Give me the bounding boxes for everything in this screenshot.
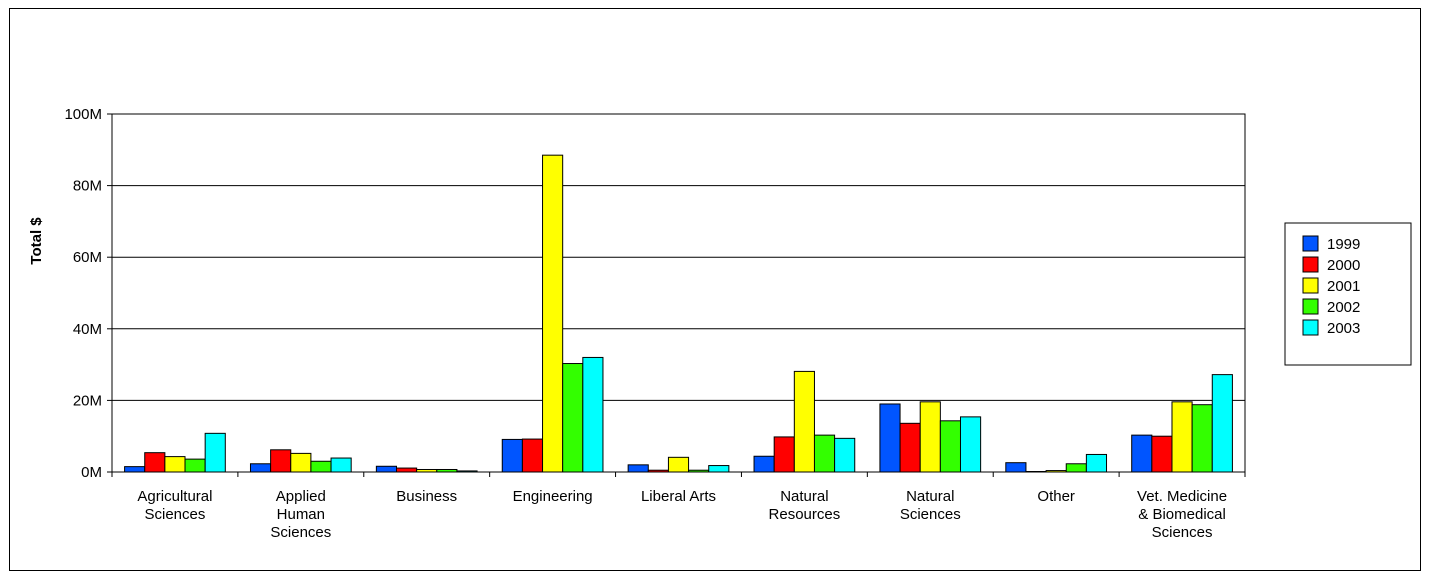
bar-2000 xyxy=(521,438,544,473)
bar-2003 xyxy=(959,416,982,473)
bar-2002 xyxy=(688,469,710,473)
y-tick-label: 20M xyxy=(73,392,102,409)
bar-2002 xyxy=(1191,404,1213,473)
bar-2003 xyxy=(834,437,856,473)
bar-2002 xyxy=(562,363,584,473)
bar-1999 xyxy=(375,465,398,473)
x-tick-label: Applied Human Sciences xyxy=(270,488,331,541)
bar-2003 xyxy=(1085,453,1108,473)
bar-2003 xyxy=(582,356,604,473)
y-tick-label: 60M xyxy=(73,249,102,266)
bar-2000 xyxy=(899,422,921,473)
bar-2000 xyxy=(270,449,292,473)
bar-2003 xyxy=(708,465,730,473)
bar-2001 xyxy=(164,456,186,473)
x-tick-label: Engineering xyxy=(513,488,593,505)
bar-2001 xyxy=(1171,401,1193,473)
bar-1999 xyxy=(124,466,146,473)
legend-swatch xyxy=(1302,319,1319,336)
plot-area xyxy=(111,113,1246,473)
bar-2001 xyxy=(793,370,815,473)
legend-label: 2000 xyxy=(1327,257,1360,274)
legend-label: 2003 xyxy=(1327,320,1360,337)
y-axis: 0M 20M 40M 60M 80M 100M xyxy=(64,106,112,481)
bar-2000 xyxy=(1151,435,1173,473)
bar-2000 xyxy=(773,436,795,473)
legend: 1999 2000 2001 2002 2003 xyxy=(1284,222,1412,366)
y-tick-label: 80M xyxy=(73,178,102,195)
legend-swatch xyxy=(1302,298,1319,315)
bar-2001 xyxy=(1045,470,1067,473)
chart-frame: 0M 20M 40M 60M 80M 100M Agricultural Sciences A… xyxy=(9,8,1421,571)
legend-label: 1999 xyxy=(1327,236,1360,253)
bar-2002 xyxy=(939,420,961,473)
x-tick-label: Natural Resources xyxy=(769,488,841,523)
x-tick-label: Other xyxy=(1037,488,1075,505)
bar-2002 xyxy=(184,458,206,473)
bar-2003 xyxy=(1211,374,1233,473)
bar-1999 xyxy=(501,438,523,473)
bar-2003 xyxy=(204,432,226,473)
legend-label: 2002 xyxy=(1327,299,1360,316)
bar-2002 xyxy=(436,468,458,473)
y-tick-label: 100M xyxy=(64,106,102,123)
bar-2001 xyxy=(667,456,690,473)
y-tick-label: 0M xyxy=(81,464,102,481)
bar-2001 xyxy=(416,468,438,473)
x-tick-label: Business xyxy=(396,488,457,505)
bar-2002 xyxy=(1065,463,1087,473)
y-axis-title: Total $ xyxy=(28,217,45,265)
plot-border xyxy=(111,113,1246,473)
legend-label: 2001 xyxy=(1327,278,1360,295)
legend-swatch xyxy=(1302,277,1319,294)
bar-1999 xyxy=(1005,462,1027,473)
bar-2001 xyxy=(290,452,312,473)
bar-2000 xyxy=(647,469,669,473)
x-tick-label: Liberal Arts xyxy=(641,488,716,505)
bar-1999 xyxy=(627,464,649,473)
bar-2000 xyxy=(396,467,418,473)
x-tick-label: Natural Sciences xyxy=(900,488,961,523)
bar-1999 xyxy=(249,463,272,473)
bar-2003 xyxy=(456,470,478,473)
bar-2002 xyxy=(310,460,332,473)
x-tick-label: Agricultural Sciences xyxy=(137,488,212,523)
x-tick-label: Vet. Medicine & Biomedical Sciences xyxy=(1137,488,1227,541)
bar-2002 xyxy=(813,434,836,473)
legend-swatch xyxy=(1302,235,1319,252)
bar-2001 xyxy=(542,154,564,473)
x-axis: Agricultural Sciences Applied Human Sciences… xyxy=(111,472,1246,541)
y-tick-label: 40M xyxy=(73,321,102,338)
bar-2001 xyxy=(919,401,941,473)
bar-1999 xyxy=(879,403,901,473)
bar-2003 xyxy=(330,457,352,473)
bars xyxy=(124,154,1233,473)
bar-1999 xyxy=(753,455,775,473)
legend-swatch xyxy=(1302,256,1319,273)
bar-2000 xyxy=(1025,471,1047,473)
bar-2000 xyxy=(144,452,166,473)
bar-1999 xyxy=(1131,434,1153,473)
